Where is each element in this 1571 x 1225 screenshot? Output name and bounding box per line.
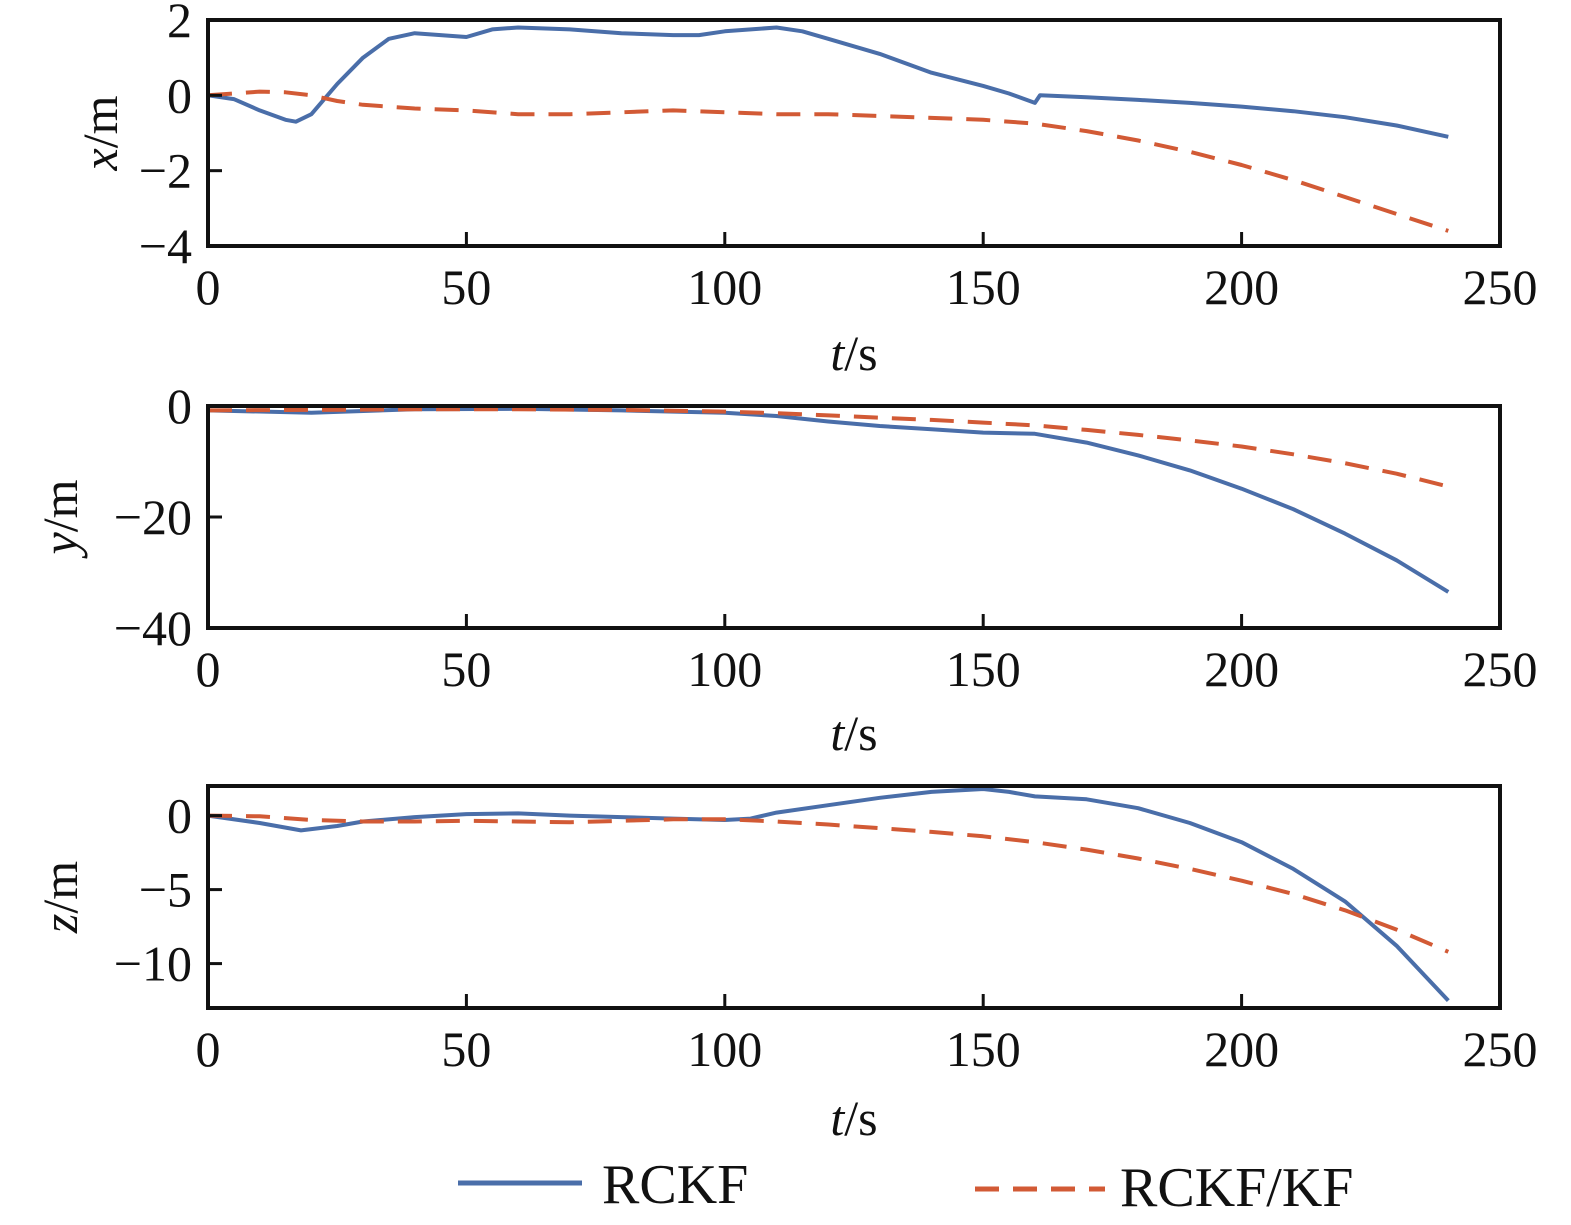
x-position-panel: 0 50 100 150 200 250 2 0 −2 −4 t/s x/m — [72, 0, 1538, 381]
y-panel-xtick-label: 200 — [1204, 641, 1279, 697]
y-panel-xtick-label: 50 — [441, 641, 491, 697]
z-panel-xtick-label: 150 — [946, 1021, 1021, 1077]
z-panel-frame — [206, 784, 1502, 1010]
z-panel-xtick-label: 100 — [687, 1021, 762, 1077]
z-series-rckf — [207, 787, 1450, 1002]
y-panel-ylabel: y/m — [32, 479, 88, 559]
z-series-rckf-kf — [207, 813, 1450, 954]
y-panel-ytick-label: −40 — [114, 600, 192, 656]
z-panel-xtick-label: 50 — [441, 1021, 491, 1077]
z-panel-ylabel: z/m — [32, 861, 88, 934]
z-position-panel: 0 50 100 150 200 250 0 −5 −10 t/s z/m — [32, 784, 1538, 1146]
x-panel-xtick-label: 50 — [441, 259, 491, 315]
z-panel-xtick-label: 0 — [196, 1021, 221, 1077]
x-panel-xlabel: t/s — [830, 325, 877, 381]
y-position-panel: 0 50 100 150 200 250 0 −20 −40 t/s y/m — [32, 378, 1538, 761]
x-panel-ylabel: x/m — [72, 95, 128, 171]
x-series-rckf-kf — [207, 89, 1449, 233]
y-series-rckf — [207, 406, 1450, 594]
x-panel-xtick-label: 150 — [946, 259, 1021, 315]
y-panel-xlabel: t/s — [830, 705, 877, 761]
z-panel-ytick-label: 0 — [167, 788, 192, 844]
z-panel-xlabel: t/s — [830, 1090, 877, 1146]
x-panel-ytick-label: −2 — [139, 143, 192, 199]
legend-label-rckf-kf: RCKF/KF — [1120, 1157, 1353, 1219]
x-panel-ytick-label: 0 — [167, 67, 192, 123]
y-panel-xtick-label: 100 — [687, 641, 762, 697]
y-panel-ytick-label: −20 — [114, 489, 192, 545]
y-panel-xtick-label: 250 — [1463, 641, 1538, 697]
x-panel-xtick-label: 0 — [196, 259, 221, 315]
z-panel-ytick-label: −5 — [139, 862, 192, 918]
y-panel-xtick-label: 150 — [946, 641, 1021, 697]
x-series-rckf — [207, 25, 1449, 139]
y-panel-xtick-label: 0 — [196, 641, 221, 697]
x-panel-ytick-label: 2 — [167, 0, 192, 48]
x-panel-ytick-label: −4 — [139, 218, 192, 274]
legend: RCKF RCKF/KF — [458, 1154, 1353, 1219]
x-panel-xtick-label: 200 — [1204, 259, 1279, 315]
legend-label-rckf: RCKF — [602, 1154, 748, 1216]
x-panel-xtick-label: 100 — [687, 259, 762, 315]
y-panel-ytick-label: 0 — [167, 378, 192, 434]
x-panel-frame — [206, 18, 1502, 248]
y-series-rckf-kf — [207, 407, 1449, 489]
z-panel-xtick-label: 200 — [1204, 1021, 1279, 1077]
y-panel-frame — [206, 404, 1502, 630]
z-panel-ytick-label: −10 — [114, 936, 192, 992]
z-panel-xtick-label: 250 — [1463, 1021, 1538, 1077]
x-panel-xtick-label: 250 — [1463, 259, 1538, 315]
